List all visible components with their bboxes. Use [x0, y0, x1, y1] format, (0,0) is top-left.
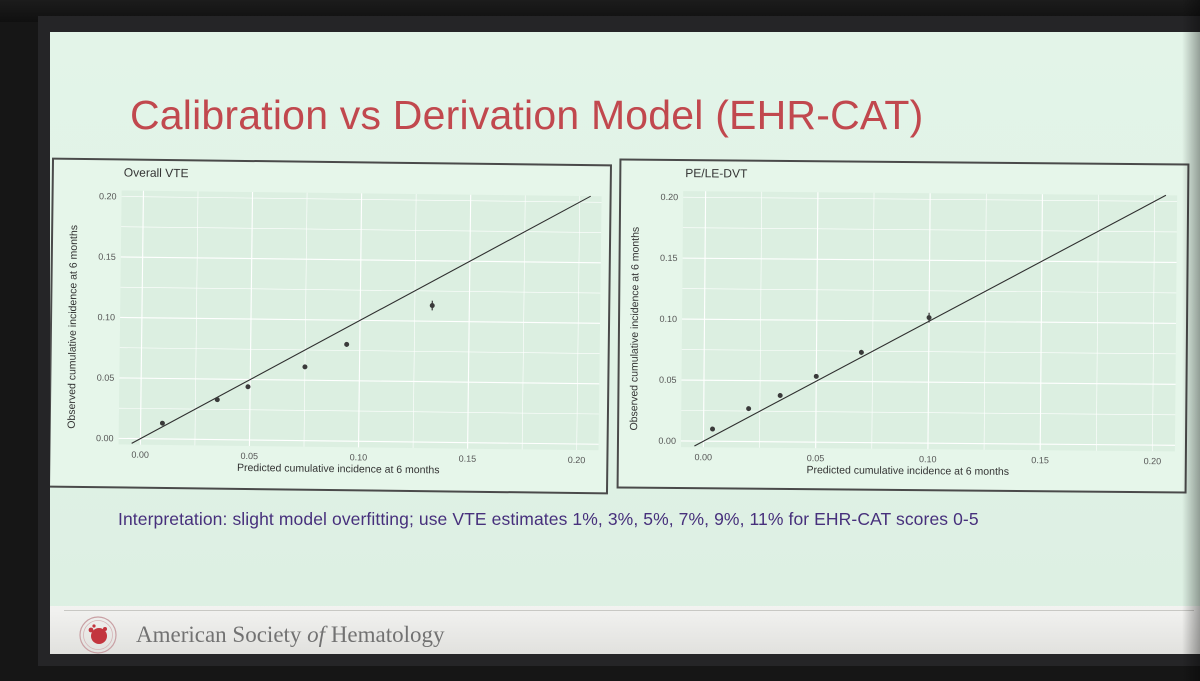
footer-bar: American Society of Hematology: [50, 606, 1200, 654]
x-tick-label: 0.20: [1144, 456, 1162, 466]
y-gridline: [121, 196, 602, 203]
x-gridline: [1096, 194, 1099, 451]
y-gridline: [121, 226, 602, 233]
y-tick-label: 0.05: [659, 375, 677, 385]
y-gridline: [683, 196, 1178, 202]
interpretation-text: Interpretation: slight model overfitting…: [118, 509, 979, 529]
y-tick-label: 0.05: [97, 373, 115, 383]
data-point: [813, 373, 819, 379]
reference-line: [131, 195, 591, 444]
x-axis-label: Predicted cumulative incidence at 6 mont…: [806, 464, 1009, 478]
x-axis-label: Predicted cumulative incidence at 6 mont…: [237, 462, 440, 476]
x-tick-label: 0.15: [459, 454, 477, 464]
x-tick-label: 0.05: [807, 453, 825, 463]
x-gridline: [1039, 194, 1043, 451]
chart-overall-vte: Overall VTE 0.00 0.05 0.10 0.15 0.20 0.00 0.05 0…: [66, 165, 602, 476]
y-tick-label: 0.00: [96, 433, 114, 443]
x-tick-label: 0.00: [131, 450, 149, 460]
x-tick-label: 0.20: [568, 455, 586, 465]
y-gridline: [682, 227, 1177, 233]
x-tick-label: 0.10: [350, 452, 368, 462]
x-gridline: [576, 196, 581, 451]
slide: Calibration vs Derivation Model (EHR-CAT…: [50, 32, 1200, 654]
y-tick-label: 0.15: [660, 253, 678, 263]
y-tick-label: 0.15: [98, 252, 116, 262]
y-tick-label: 0.00: [658, 436, 676, 446]
footer-divider: [64, 610, 1194, 611]
x-tick-label: 0.15: [1031, 455, 1049, 465]
data-point: [858, 349, 864, 355]
x-gridline: [521, 195, 526, 450]
x-gridline: [1152, 195, 1155, 452]
y-gridline: [120, 256, 601, 264]
y-tick-label: 0.20: [99, 191, 117, 201]
x-tick-label: 0.10: [919, 454, 937, 464]
data-point: [245, 384, 251, 390]
chart-panel-overall-vte: Overall VTE 0.00 0.05 0.10 0.15 0.20 0.00 0.05 0…: [50, 157, 612, 495]
data-point: [746, 406, 752, 412]
screen-edge-shadow: [1182, 0, 1200, 681]
x-tick-label: 0.05: [240, 451, 258, 461]
data-point: [302, 364, 308, 370]
data-point: [344, 341, 350, 347]
y-gridline: [682, 288, 1177, 294]
data-point: [214, 397, 220, 403]
y-tick-label: 0.10: [659, 314, 677, 324]
data-point: [777, 393, 783, 399]
data-point: [159, 420, 165, 426]
x-gridline: [467, 194, 472, 449]
reference-line: [694, 194, 1167, 447]
slide-title: Calibration vs Derivation Model (EHR-CAT…: [130, 92, 924, 138]
x-gridline: [983, 193, 987, 450]
organization-name: American Society of Hematology: [136, 622, 445, 647]
chart-panel-pe-le-dvt: PE/LE-DVT 0.00 0.05 0.10 0.15 0.20 0.00 0.05 0.1…: [616, 158, 1190, 494]
y-axis-label: Observed cumulative incidence at 6 month…: [66, 225, 80, 429]
y-axis-label: Observed cumulative incidence at 6 month…: [628, 227, 642, 431]
x-tick-label: 0.00: [694, 452, 712, 462]
y-tick-label: 0.20: [661, 192, 679, 202]
ash-logo-icon: [79, 616, 117, 654]
data-point: [926, 315, 932, 321]
x-gridline: [412, 194, 417, 449]
y-gridline: [682, 257, 1177, 263]
chart-pe-le-dvt: PE/LE-DVT 0.00 0.05 0.10 0.15 0.20 0.00 0.05 0.1…: [628, 166, 1178, 478]
y-gridline: [120, 286, 601, 294]
chart-title: Overall VTE: [124, 165, 189, 180]
data-point: [429, 303, 435, 309]
data-point: [710, 426, 716, 432]
chart-title: PE/LE-DVT: [685, 166, 748, 181]
y-tick-label: 0.10: [97, 312, 115, 322]
